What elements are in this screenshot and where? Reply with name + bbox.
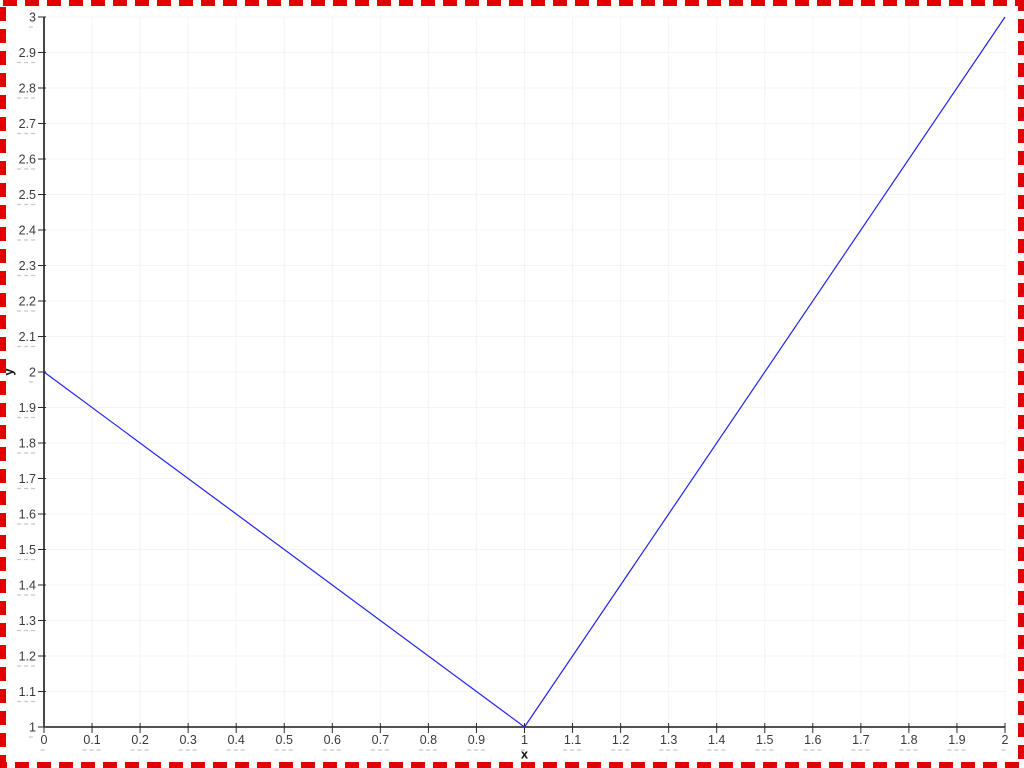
x-tick-label: 1.9 (948, 733, 965, 747)
x-tick-label: 0 (41, 733, 48, 747)
x-tick-label: 0.9 (468, 733, 485, 747)
y-tick-label: 2.9 (19, 46, 36, 60)
x-tick-label: 0.5 (276, 733, 293, 747)
y-tick-label: 1.5 (19, 543, 36, 557)
y-tick-label: 2.8 (19, 82, 36, 96)
x-tick-label: 0.6 (324, 733, 341, 747)
y-tick-label: 1.8 (19, 437, 36, 451)
x-tick-label: 1.8 (900, 733, 917, 747)
y-tick-label: 2.5 (19, 188, 36, 202)
x-axis-label: x (521, 747, 529, 762)
x-tick-label: 1 (521, 733, 528, 747)
y-tick-label: 3 (29, 11, 36, 25)
y-tick-label: 2.7 (19, 117, 36, 131)
y-tick-label: 1.2 (19, 650, 36, 664)
x-tick-label: 0.8 (420, 733, 437, 747)
x-tick-label: 1.6 (804, 733, 821, 747)
y-tick-label: 2.2 (19, 295, 36, 309)
x-tick-label: 0.1 (83, 733, 100, 747)
x-tick-label: 1.3 (660, 733, 677, 747)
y-tick-label: 1.1 (19, 685, 36, 699)
y-tick-label: 2 (29, 366, 36, 380)
x-tick-label: 2 (1002, 733, 1009, 747)
x-tick-label: 1.2 (612, 733, 629, 747)
x-tick-label: 0.7 (372, 733, 389, 747)
y-tick-label: 1 (29, 721, 36, 735)
y-axis-label: y (1, 368, 16, 376)
x-tick-label: 1.7 (852, 733, 869, 747)
y-tick-label: 2.3 (19, 259, 36, 273)
x-tick-label: 1.5 (756, 733, 773, 747)
y-tick-label: 2.4 (19, 224, 36, 238)
x-tick-label: 1.1 (564, 733, 581, 747)
y-tick-label: 2.1 (19, 330, 36, 344)
y-tick-label: 2.6 (19, 153, 36, 167)
y-tick-label: 1.9 (19, 401, 36, 415)
x-tick-label: 0.2 (131, 733, 148, 747)
y-tick-label: 1.3 (19, 614, 36, 628)
x-tick-label: 0.4 (228, 733, 245, 747)
x-tick-label: 0.3 (179, 733, 196, 747)
y-tick-label: 1.6 (19, 508, 36, 522)
x-tick-label: 1.4 (708, 733, 725, 747)
y-tick-label: 1.7 (19, 472, 36, 486)
y-tick-label: 1.4 (19, 579, 36, 593)
